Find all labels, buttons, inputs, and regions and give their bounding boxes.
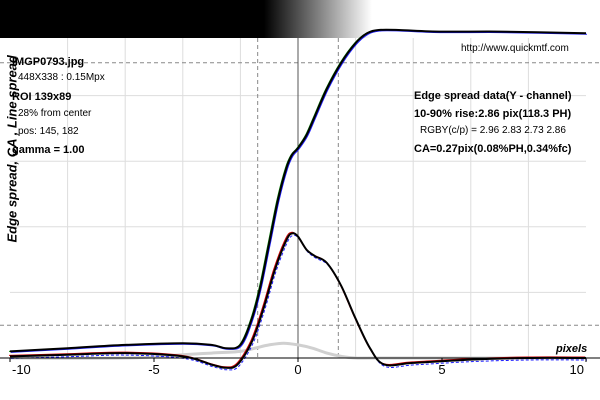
x-tick-label: -5	[148, 362, 160, 377]
ca-value: CA=0.27pix(0.08%PH,0.34%fc)	[414, 143, 572, 155]
x-tick-label: 5	[438, 362, 445, 377]
roi-from-center: 28% from center	[18, 108, 92, 119]
y-axis-label: Edge spread, CA , Line spread	[4, 55, 20, 243]
edge-spread-curve	[9, 28, 587, 353]
rgby-values: RGBY(c/p) = 2.96 2.83 2.73 2.86	[420, 125, 566, 136]
website-url[interactable]: http://www.quickmtf.com	[461, 43, 569, 54]
esf-title: Edge spread data(Y - channel)	[414, 90, 572, 102]
x-tick-label: 0	[294, 362, 301, 377]
roi-size: ROI 139x89	[12, 91, 72, 103]
blue-channel-line-spread	[10, 234, 588, 371]
x-tick-label: 10	[570, 362, 584, 377]
rise-value: 10-90% rise:2.86 pix(118.3 PH)	[414, 108, 572, 120]
x-tick-label: -10	[12, 362, 31, 377]
gamma-value: gamma = 1.00	[12, 144, 85, 156]
x-axis-unit: pixels	[556, 343, 588, 355]
file-name: IMGP0793.jpg	[12, 56, 85, 68]
roi-position: pos: 145, 182	[18, 126, 79, 137]
image-size: 448X338 : 0.15Mpx	[18, 72, 105, 83]
line-spread-curve	[9, 232, 587, 369]
